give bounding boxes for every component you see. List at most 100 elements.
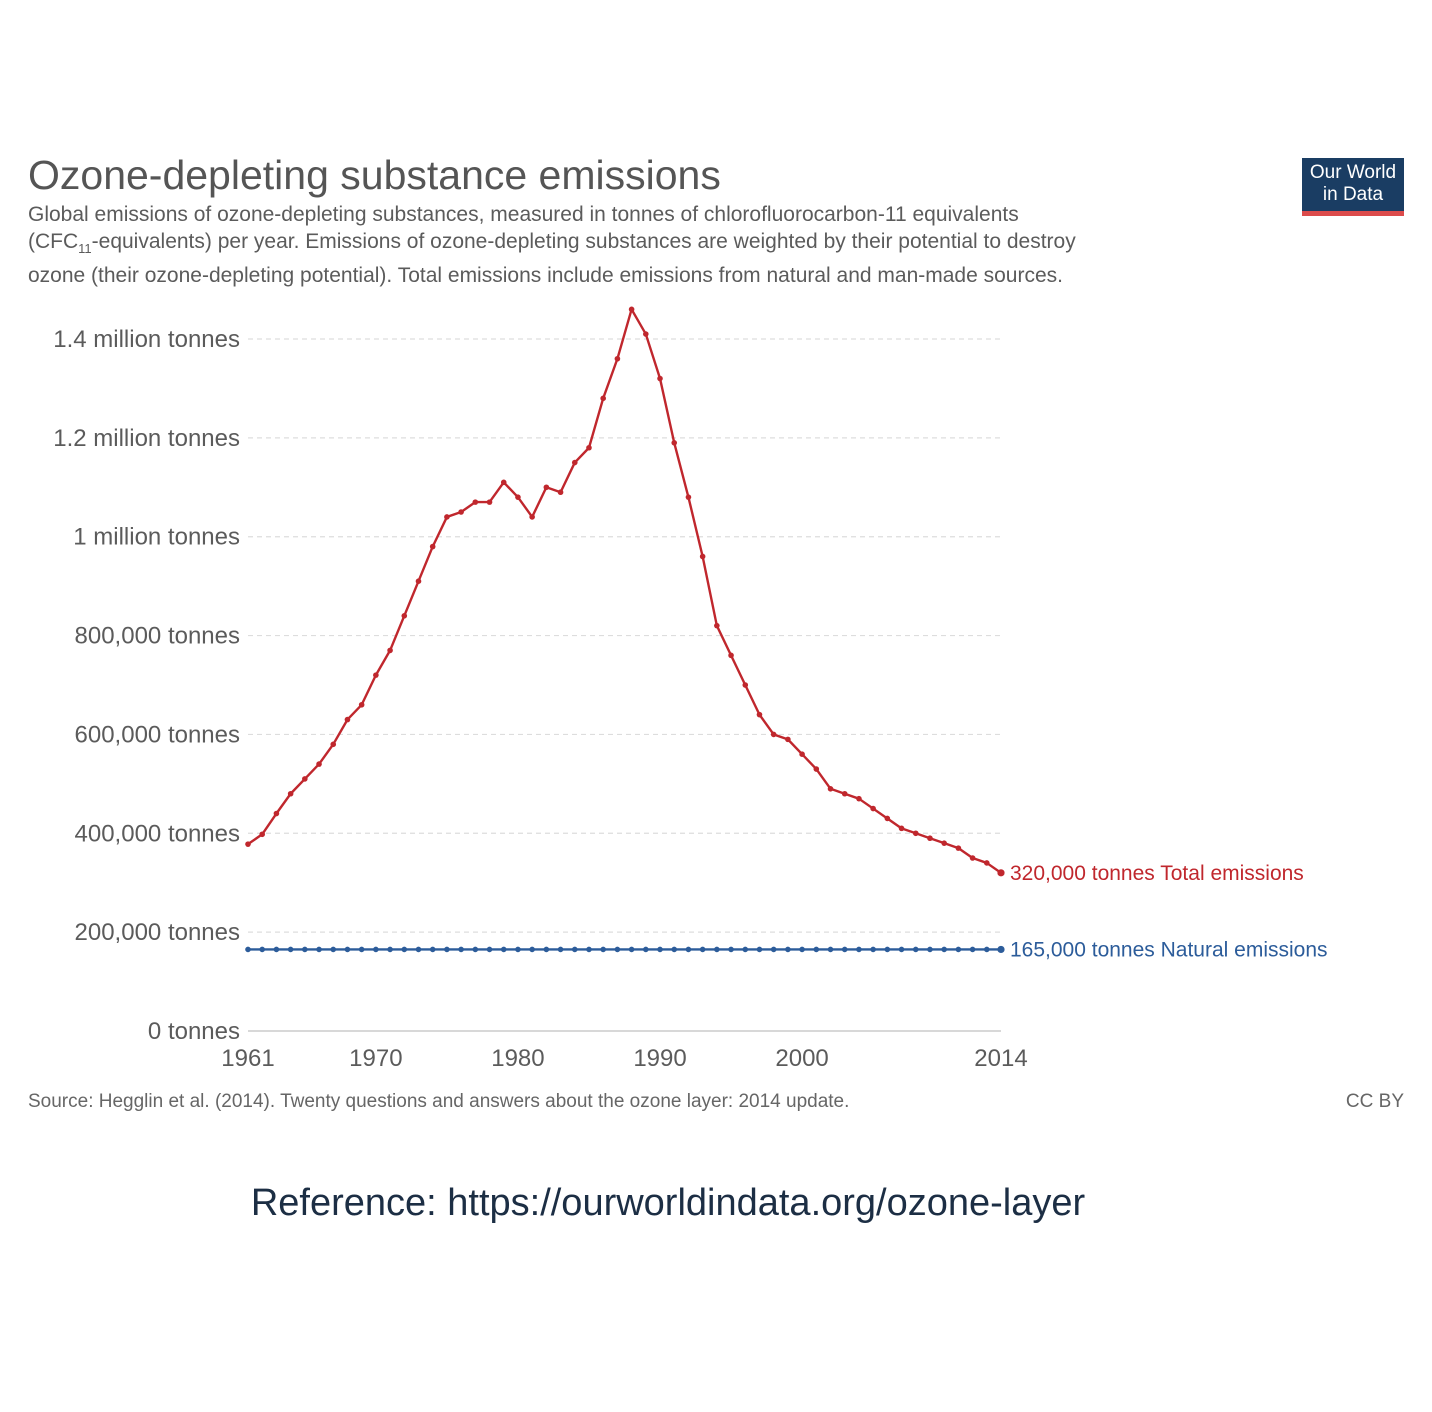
data-point[interactable] [358, 946, 365, 953]
data-point[interactable] [472, 946, 479, 953]
data-point[interactable] [997, 869, 1005, 877]
data-point[interactable] [770, 731, 777, 738]
data-point[interactable] [898, 825, 905, 832]
data-point[interactable] [344, 946, 351, 953]
data-point[interactable] [287, 790, 294, 797]
data-point[interactable] [557, 489, 564, 496]
data-point[interactable] [870, 805, 876, 812]
data-point[interactable] [983, 860, 990, 866]
data-point[interactable] [259, 946, 266, 953]
data-point[interactable] [699, 553, 706, 560]
data-point[interactable] [444, 946, 450, 953]
data-point[interactable] [870, 946, 876, 953]
data-point[interactable] [415, 578, 422, 584]
data-point[interactable] [685, 494, 692, 500]
data-point[interactable] [245, 946, 251, 953]
data-point[interactable] [671, 946, 678, 953]
data-point[interactable] [273, 810, 280, 817]
data-point[interactable] [529, 514, 535, 520]
data-point[interactable] [245, 841, 251, 847]
data-point[interactable] [273, 946, 280, 953]
data-point[interactable] [927, 946, 933, 953]
data-point[interactable] [373, 672, 379, 678]
data-point[interactable] [742, 946, 749, 953]
data-point[interactable] [316, 946, 322, 953]
data-point[interactable] [330, 741, 337, 748]
license-link[interactable]: CC BY [1345, 1091, 1404, 1112]
data-point[interactable] [614, 946, 621, 953]
data-point[interactable] [799, 751, 805, 757]
data-point[interactable] [827, 786, 834, 792]
data-point[interactable] [841, 790, 848, 797]
data-point[interactable] [941, 946, 947, 953]
data-point[interactable] [529, 946, 535, 953]
data-point[interactable] [714, 946, 720, 953]
data-point[interactable] [628, 306, 635, 313]
data-point[interactable] [699, 946, 706, 953]
data-point[interactable] [557, 946, 564, 953]
data-point[interactable] [785, 946, 791, 953]
data-point[interactable] [500, 946, 507, 953]
data-point[interactable] [685, 946, 692, 953]
data-point[interactable] [643, 331, 649, 337]
data-point[interactable] [969, 946, 976, 953]
data-point[interactable] [259, 831, 266, 838]
data-point[interactable] [344, 716, 351, 723]
data-point[interactable] [515, 494, 521, 500]
data-point[interactable] [827, 946, 834, 953]
data-point[interactable] [728, 652, 734, 659]
data-point[interactable] [714, 622, 720, 629]
data-point[interactable] [429, 543, 436, 550]
data-point[interactable] [543, 946, 550, 953]
data-point[interactable] [983, 946, 990, 953]
data-point[interactable] [728, 946, 734, 953]
data-point[interactable] [927, 835, 933, 842]
data-point[interactable] [671, 440, 678, 446]
data-point[interactable] [387, 946, 393, 953]
data-point[interactable] [586, 946, 592, 953]
data-point[interactable] [543, 484, 550, 491]
data-point[interactable] [785, 736, 791, 743]
data-point[interactable] [429, 946, 436, 953]
data-point[interactable] [486, 499, 493, 505]
data-point[interactable] [856, 795, 862, 802]
data-point[interactable] [458, 946, 464, 953]
data-point[interactable] [997, 945, 1005, 954]
data-point[interactable] [955, 845, 962, 851]
data-point[interactable] [614, 355, 621, 362]
data-point[interactable] [955, 946, 962, 953]
data-point[interactable] [600, 946, 606, 953]
data-point[interactable] [742, 682, 749, 688]
data-point[interactable] [884, 946, 891, 953]
data-point[interactable] [500, 479, 507, 486]
data-point[interactable] [486, 946, 493, 953]
data-point[interactable] [302, 946, 308, 953]
data-point[interactable] [586, 444, 592, 451]
data-point[interactable] [401, 946, 408, 953]
data-point[interactable] [287, 946, 294, 953]
data-point[interactable] [444, 514, 450, 520]
data-point[interactable] [813, 766, 820, 772]
data-point[interactable] [515, 946, 521, 953]
data-point[interactable] [628, 946, 635, 953]
data-point[interactable] [884, 815, 891, 822]
data-point[interactable] [571, 946, 578, 953]
data-point[interactable] [458, 509, 464, 515]
data-point[interactable] [912, 830, 919, 837]
data-point[interactable] [358, 701, 365, 708]
data-point[interactable] [856, 946, 862, 953]
data-point[interactable] [330, 946, 337, 953]
data-point[interactable] [941, 840, 947, 846]
data-point[interactable] [657, 375, 663, 382]
data-point[interactable] [373, 946, 379, 953]
data-point[interactable] [415, 946, 422, 953]
data-point[interactable] [756, 946, 763, 953]
data-point[interactable] [770, 946, 777, 953]
data-point[interactable] [571, 459, 578, 466]
data-point[interactable] [643, 946, 649, 953]
data-point[interactable] [799, 946, 805, 953]
data-point[interactable] [600, 395, 606, 402]
data-point[interactable] [756, 711, 763, 718]
data-point[interactable] [813, 946, 820, 953]
data-point[interactable] [316, 761, 322, 767]
